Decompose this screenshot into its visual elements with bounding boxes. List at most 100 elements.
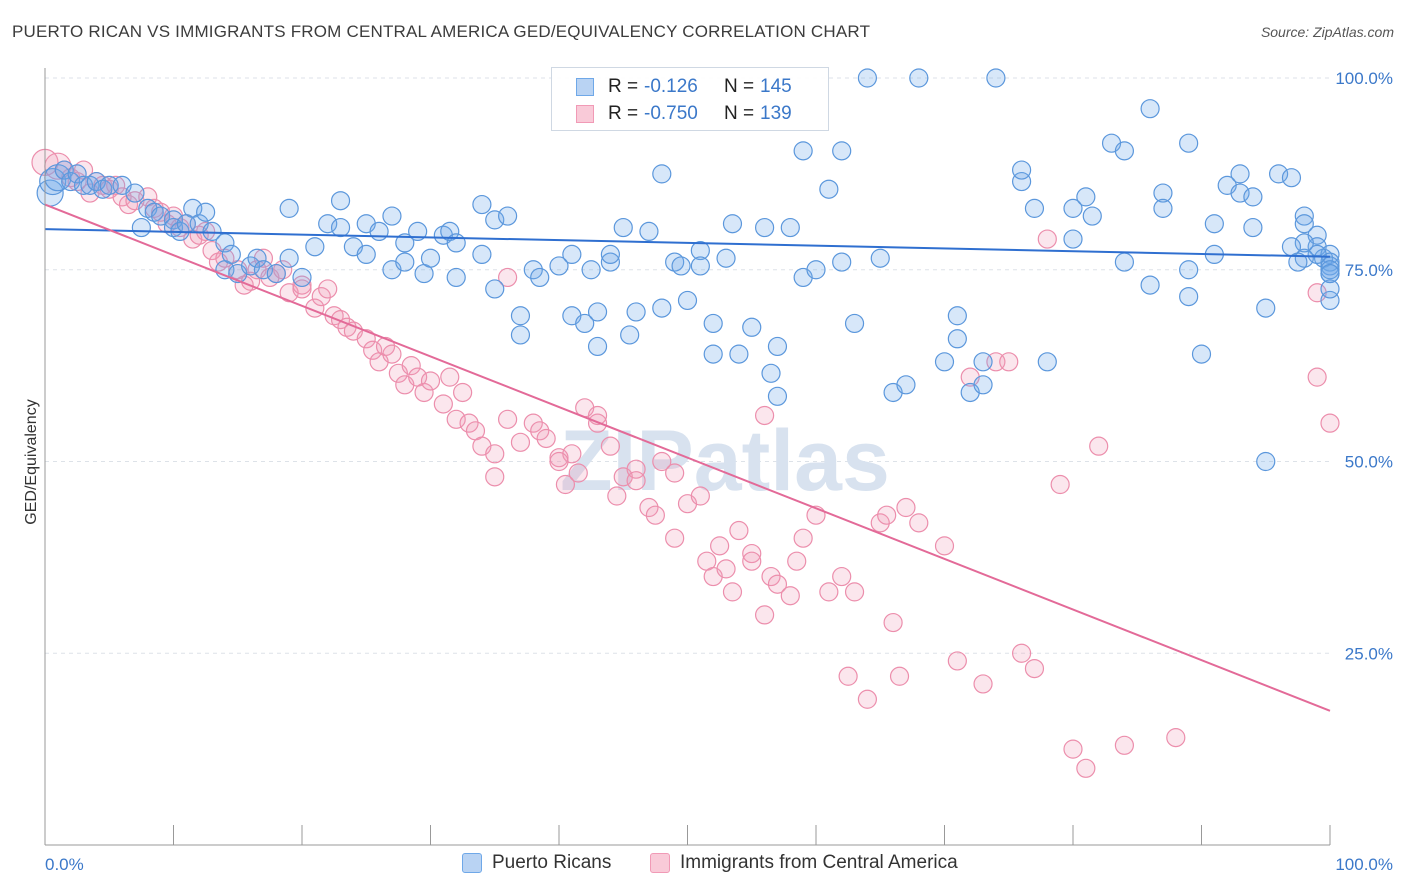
blue-point xyxy=(1294,233,1314,253)
pink-point xyxy=(600,436,621,456)
blue-point xyxy=(581,260,601,280)
blue-point xyxy=(896,375,916,395)
series-legend: Puerto Ricans Immigrants from Central Am… xyxy=(0,852,1406,878)
pink-point xyxy=(754,405,775,426)
pink-point xyxy=(485,444,505,464)
pink-point xyxy=(742,551,762,571)
pink-point xyxy=(722,582,743,602)
blue-point xyxy=(1294,206,1314,226)
pink-point xyxy=(909,513,929,533)
pink-point xyxy=(1320,413,1340,433)
blue-point xyxy=(510,306,531,326)
blue-point xyxy=(305,237,325,257)
blue-point xyxy=(1024,198,1045,218)
blue-point xyxy=(356,244,376,265)
blue-point xyxy=(202,221,222,241)
blue-point xyxy=(600,244,621,265)
pink-point xyxy=(1063,739,1083,759)
blue-point xyxy=(986,68,1006,88)
pink-point xyxy=(311,286,331,307)
blue-point xyxy=(1320,290,1340,311)
blue-point xyxy=(780,217,800,238)
pink-point xyxy=(767,574,788,594)
pink-point xyxy=(754,605,775,625)
blue-point xyxy=(1063,198,1083,218)
pink-point xyxy=(356,329,376,349)
blue-point xyxy=(510,325,531,345)
pink-point xyxy=(549,451,569,472)
pink-point xyxy=(106,175,126,195)
blue-point xyxy=(395,233,415,253)
pink-point xyxy=(729,520,749,541)
blue-point xyxy=(420,248,441,268)
blue-point xyxy=(369,221,389,241)
chart-source: Source: ZipAtlas.com xyxy=(1260,24,1394,40)
blue-point xyxy=(1140,275,1160,295)
pink-point xyxy=(780,586,800,606)
pink-point xyxy=(934,536,955,556)
pink-point xyxy=(999,352,1019,372)
pink-point xyxy=(710,536,730,556)
pink-point xyxy=(453,382,473,403)
blue-point xyxy=(1320,263,1340,284)
pink-point xyxy=(877,505,897,525)
series-swatch-blue xyxy=(462,853,482,873)
pink-point xyxy=(459,413,479,433)
blue-point xyxy=(125,183,145,203)
pink-point xyxy=(401,356,421,376)
series-label-blue: Puerto Ricans xyxy=(492,852,612,873)
pink-point xyxy=(1050,474,1070,495)
blue-point xyxy=(330,217,351,238)
blue-point xyxy=(806,260,826,280)
blue-point xyxy=(61,171,81,192)
blue-point xyxy=(472,244,492,265)
blue-point xyxy=(620,325,640,345)
blue-point xyxy=(1037,352,1057,372)
blue-point xyxy=(530,267,550,288)
pink-point xyxy=(844,582,865,602)
pink-trend-line xyxy=(44,203,1331,712)
blue-point xyxy=(1140,99,1160,119)
blue-point xyxy=(163,210,184,230)
pink-point xyxy=(787,551,807,571)
legend-row-pink: R = -0.750 N = 139 xyxy=(552,101,792,127)
y-tick-label: 100.0% xyxy=(1335,69,1393,88)
blue-point xyxy=(1011,160,1032,180)
blue-point xyxy=(1230,164,1250,184)
blue-point xyxy=(221,244,241,265)
blue-point xyxy=(832,252,852,272)
pink-point xyxy=(883,612,903,633)
pink-point xyxy=(1166,728,1186,748)
legend-n-value: 139 xyxy=(760,103,792,124)
blue-point xyxy=(909,68,929,88)
pink-point xyxy=(626,459,646,479)
pink-point xyxy=(330,310,351,330)
pink-point xyxy=(382,344,402,364)
blue-point xyxy=(1204,214,1224,234)
blue-point xyxy=(472,194,492,215)
series-legend-pink[interactable]: Immigrants from Central America xyxy=(650,852,958,874)
pink-point xyxy=(568,463,588,483)
blue-point xyxy=(844,313,865,334)
blue-point xyxy=(703,313,723,334)
blue-point xyxy=(382,206,402,226)
blue-point xyxy=(973,375,993,395)
blue-point xyxy=(652,298,672,318)
pink-point xyxy=(857,689,878,709)
pink-point xyxy=(1307,367,1327,387)
blue-point xyxy=(523,260,543,280)
blue-point xyxy=(767,386,788,406)
pink-point xyxy=(838,666,858,686)
blue-point xyxy=(1153,198,1173,218)
pink-point xyxy=(1076,758,1096,778)
blue-trend-line xyxy=(44,228,1331,258)
blue-point xyxy=(677,290,698,311)
axis-layer: 25.0% 50.0% 75.0% 100.0% 0.0% 100.0% xyxy=(44,68,1393,874)
blue-point xyxy=(1076,187,1096,207)
blue-point xyxy=(639,221,659,241)
blue-point xyxy=(1082,206,1102,226)
blue-point xyxy=(703,344,723,364)
pink-point xyxy=(523,413,543,433)
series-legend-blue[interactable]: Puerto Ricans xyxy=(462,852,611,874)
blue-point xyxy=(266,263,286,284)
